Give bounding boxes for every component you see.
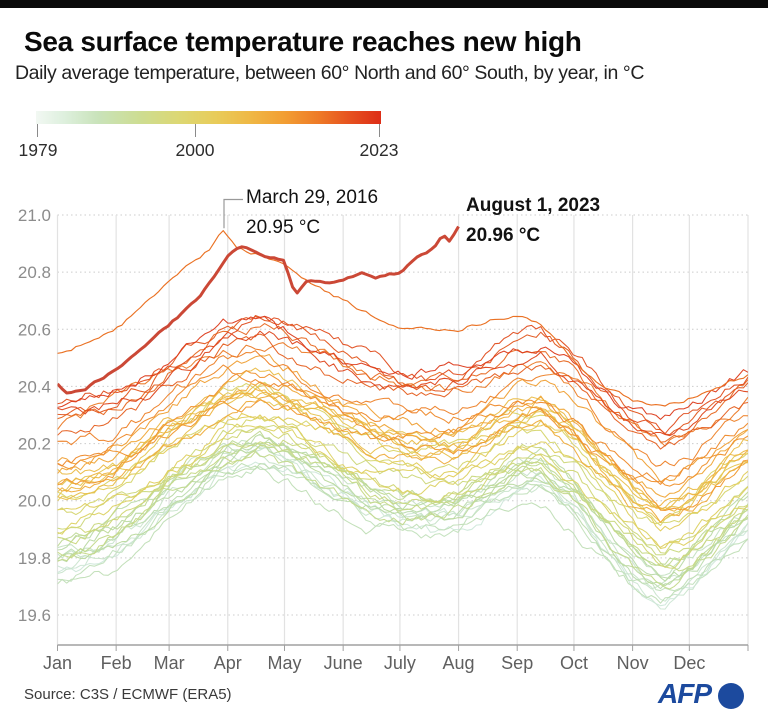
legend-tick-2000 [195,124,196,137]
annotation-2016-leader-line [223,198,243,229]
year-line-2007 [57,388,748,508]
year-line-2011 [57,399,748,512]
x-tick-label: Apr [214,653,242,673]
x-tick-label: July [384,653,416,673]
year-line-2008 [57,394,748,523]
year-line-1981 [57,445,748,602]
year-line-1993 [57,444,748,572]
year-line-1988 [57,433,748,582]
x-tick-label: Nov [617,653,649,673]
year-line-1995 [57,424,748,554]
afp-logo: AFP [658,679,750,711]
legend-tick-2023 [379,124,380,137]
year-line-2018 [57,333,748,450]
source-credit: Source: C3S / ECMWF (ERA5) [24,686,232,703]
year-line-2020 [57,314,748,435]
x-tick-label: Sep [501,653,533,673]
year-line-2006 [57,391,748,512]
year-line-2001 [57,412,748,532]
annotation-2016-date: March 29, 2016 [246,187,379,208]
x-tick-label: May [268,653,302,673]
afp-logo-text: AFP [658,678,712,709]
y-tick-label: 20.4 [18,377,51,396]
y-tick-label: 20.2 [18,435,51,454]
chart-subtitle: Daily average temperature, between 60° N… [15,62,645,84]
year-line-1994 [57,439,748,556]
y-tick-label: 20.8 [18,263,51,282]
legend-tick-1979 [37,124,38,137]
year-line-1990 [57,440,748,566]
y-tick-label: 19.6 [18,606,51,625]
year-line-2000 [57,414,748,548]
y-tick-label: 21.0 [18,206,51,225]
legend-label-mid: 2000 [175,140,215,160]
year-line-1984 [57,466,748,592]
x-tick-label: June [324,653,363,673]
legend-label-end: 2023 [359,140,399,160]
annotation-2016-record: March 29, 2016 20.95 °C [246,183,378,243]
year-line-2022 [57,315,748,420]
year-line-1999 [57,423,748,550]
x-tick-label: Feb [101,653,132,673]
y-tick-label: 19.8 [18,549,51,568]
top-bar [0,0,768,8]
page-title: Sea surface temperature reaches new high [24,26,582,57]
year-line-2021 [57,330,748,437]
year-line-2004 [57,384,748,511]
year-line-2012 [57,369,748,487]
year-line-2014 [57,350,748,467]
year-line-1998 [57,381,748,526]
year-line-1985 [57,462,748,604]
year-gradient-bar [36,111,381,124]
x-tick-label: Dec [673,653,705,673]
year-line-1986 [57,462,748,590]
year-color-legend: 1979 2000 2023 [0,0,768,170]
afp-logo-globe-icon [718,683,744,709]
x-tick-label: Mar [154,653,185,673]
annotation-2023-record: August 1, 2023 20.96 °C [466,191,600,251]
year-line-1991 [57,430,748,567]
year-line-2019 [57,316,748,436]
x-tick-label: Aug [443,653,475,673]
year-line-1992 [57,451,748,590]
year-line-1982 [57,450,748,590]
y-tick-label: 20.6 [18,320,51,339]
year-line-1996 [57,427,748,569]
year-line-1980 [57,444,748,610]
annotation-2023-date: August 1, 2023 [466,195,601,216]
legend-label-start: 1979 [18,140,58,160]
x-tick-label: Jan [43,653,72,673]
annotation-2016-value: 20.95 °C [246,217,321,238]
annotation-2023-value: 20.96 °C [466,225,541,246]
year-line-2013 [57,364,748,485]
y-tick-label: 20.0 [18,492,51,511]
year-lines-group [57,225,748,610]
year-line-2010 [57,353,748,483]
year-line-2023-highlight [57,225,460,395]
year-line-2016 [57,230,748,407]
x-tick-label: Oct [560,653,588,673]
year-line-2017 [57,323,748,443]
